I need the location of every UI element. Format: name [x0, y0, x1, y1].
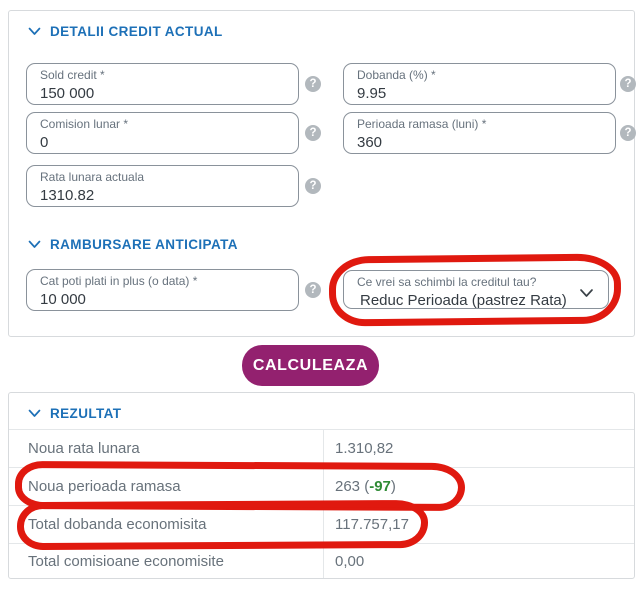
rata-lunara-field: Rata lunara actuala: [26, 165, 299, 207]
rata-lunara-label: Rata lunara actuala: [40, 170, 145, 184]
extra-payment-label: Cat poti plati in plus (o data) *: [40, 274, 198, 288]
dobanda-field: Dobanda (%) *: [343, 63, 616, 105]
change-type-select[interactable]: Ce vrei sa schimbi la creditul tau? Redu…: [343, 270, 609, 309]
comision-lunar-field: Comision lunar *: [26, 112, 299, 154]
section-title: RAMBURSARE ANTICIPATA: [50, 237, 238, 252]
extra-payment-input[interactable]: [40, 291, 286, 308]
result-label: Total comisioane economisite: [28, 552, 224, 570]
change-type-label: Ce vrei sa schimbi la creditul tau?: [357, 275, 537, 289]
result-label: Noua perioada ramasa: [28, 477, 181, 495]
extra-payment-field: Cat poti plati in plus (o data) *: [26, 269, 299, 311]
help-icon[interactable]: [305, 76, 321, 92]
help-icon[interactable]: [305, 178, 321, 194]
section-header-detalii-credit[interactable]: DETALII CREDIT ACTUAL: [28, 24, 223, 39]
section-header-rezultat[interactable]: REZULTAT: [28, 406, 121, 421]
comision-lunar-input[interactable]: [40, 134, 286, 151]
result-row-new-rate: Noua rata lunara 1.310,82: [9, 429, 634, 467]
result-value: 1.310,82: [335, 439, 394, 457]
result-card: REZULTAT Noua rata lunara 1.310,82 Noua …: [8, 392, 635, 579]
result-row-fees-saved: Total comisioane economisite 0,00: [9, 543, 634, 579]
section-title: DETALII CREDIT ACTUAL: [50, 24, 223, 39]
help-icon[interactable]: [305, 125, 321, 141]
sold-credit-label: Sold credit *: [40, 68, 105, 82]
help-icon[interactable]: [620, 76, 636, 92]
chevron-down-icon: [28, 240, 41, 248]
result-value-prefix: 263 (: [335, 477, 370, 495]
comision-lunar-label: Comision lunar *: [40, 117, 129, 131]
dobanda-label: Dobanda (%) *: [357, 68, 436, 82]
section-title: REZULTAT: [50, 406, 122, 421]
column-divider: [323, 429, 324, 578]
credit-details-card: DETALII CREDIT ACTUAL Sold credit * Doba…: [8, 10, 636, 337]
divider: [9, 543, 634, 544]
perioada-ramasa-field: Perioada ramasa (luni) *: [343, 112, 616, 154]
perioada-ramasa-label: Perioada ramasa (luni) *: [357, 117, 487, 131]
result-label: Noua rata lunara: [28, 439, 140, 457]
divider: [9, 467, 634, 468]
result-value: 263 (-97): [335, 478, 396, 495]
result-row-new-period: Noua perioada ramasa 263 (-97): [9, 467, 634, 505]
result-value: 117.757,17: [335, 515, 409, 533]
dobanda-input[interactable]: [357, 85, 603, 102]
rata-lunara-input[interactable]: [40, 187, 286, 204]
help-icon[interactable]: [620, 125, 636, 141]
result-value: 0,00: [335, 552, 365, 570]
result-value-suffix: ): [390, 477, 396, 495]
chevron-down-icon: [28, 27, 41, 35]
chevron-down-icon: [580, 289, 593, 297]
period-delta-value: -97: [369, 477, 391, 495]
result-row-interest-saved: Total dobanda economisita 117.757,17: [9, 505, 634, 543]
chevron-down-icon: [28, 409, 41, 417]
divider: [9, 505, 634, 506]
sold-credit-field: Sold credit *: [26, 63, 299, 105]
change-type-selected-value: Reduc Perioada (pastrez Rata): [360, 292, 567, 309]
divider: [9, 429, 634, 430]
perioada-ramasa-input[interactable]: [357, 134, 603, 151]
sold-credit-input[interactable]: [40, 85, 286, 102]
result-label: Total dobanda economisita: [28, 515, 207, 533]
calculate-button[interactable]: CALCULEAZA: [242, 345, 379, 386]
help-icon[interactable]: [305, 282, 321, 298]
section-header-rambursare[interactable]: RAMBURSARE ANTICIPATA: [28, 237, 238, 252]
